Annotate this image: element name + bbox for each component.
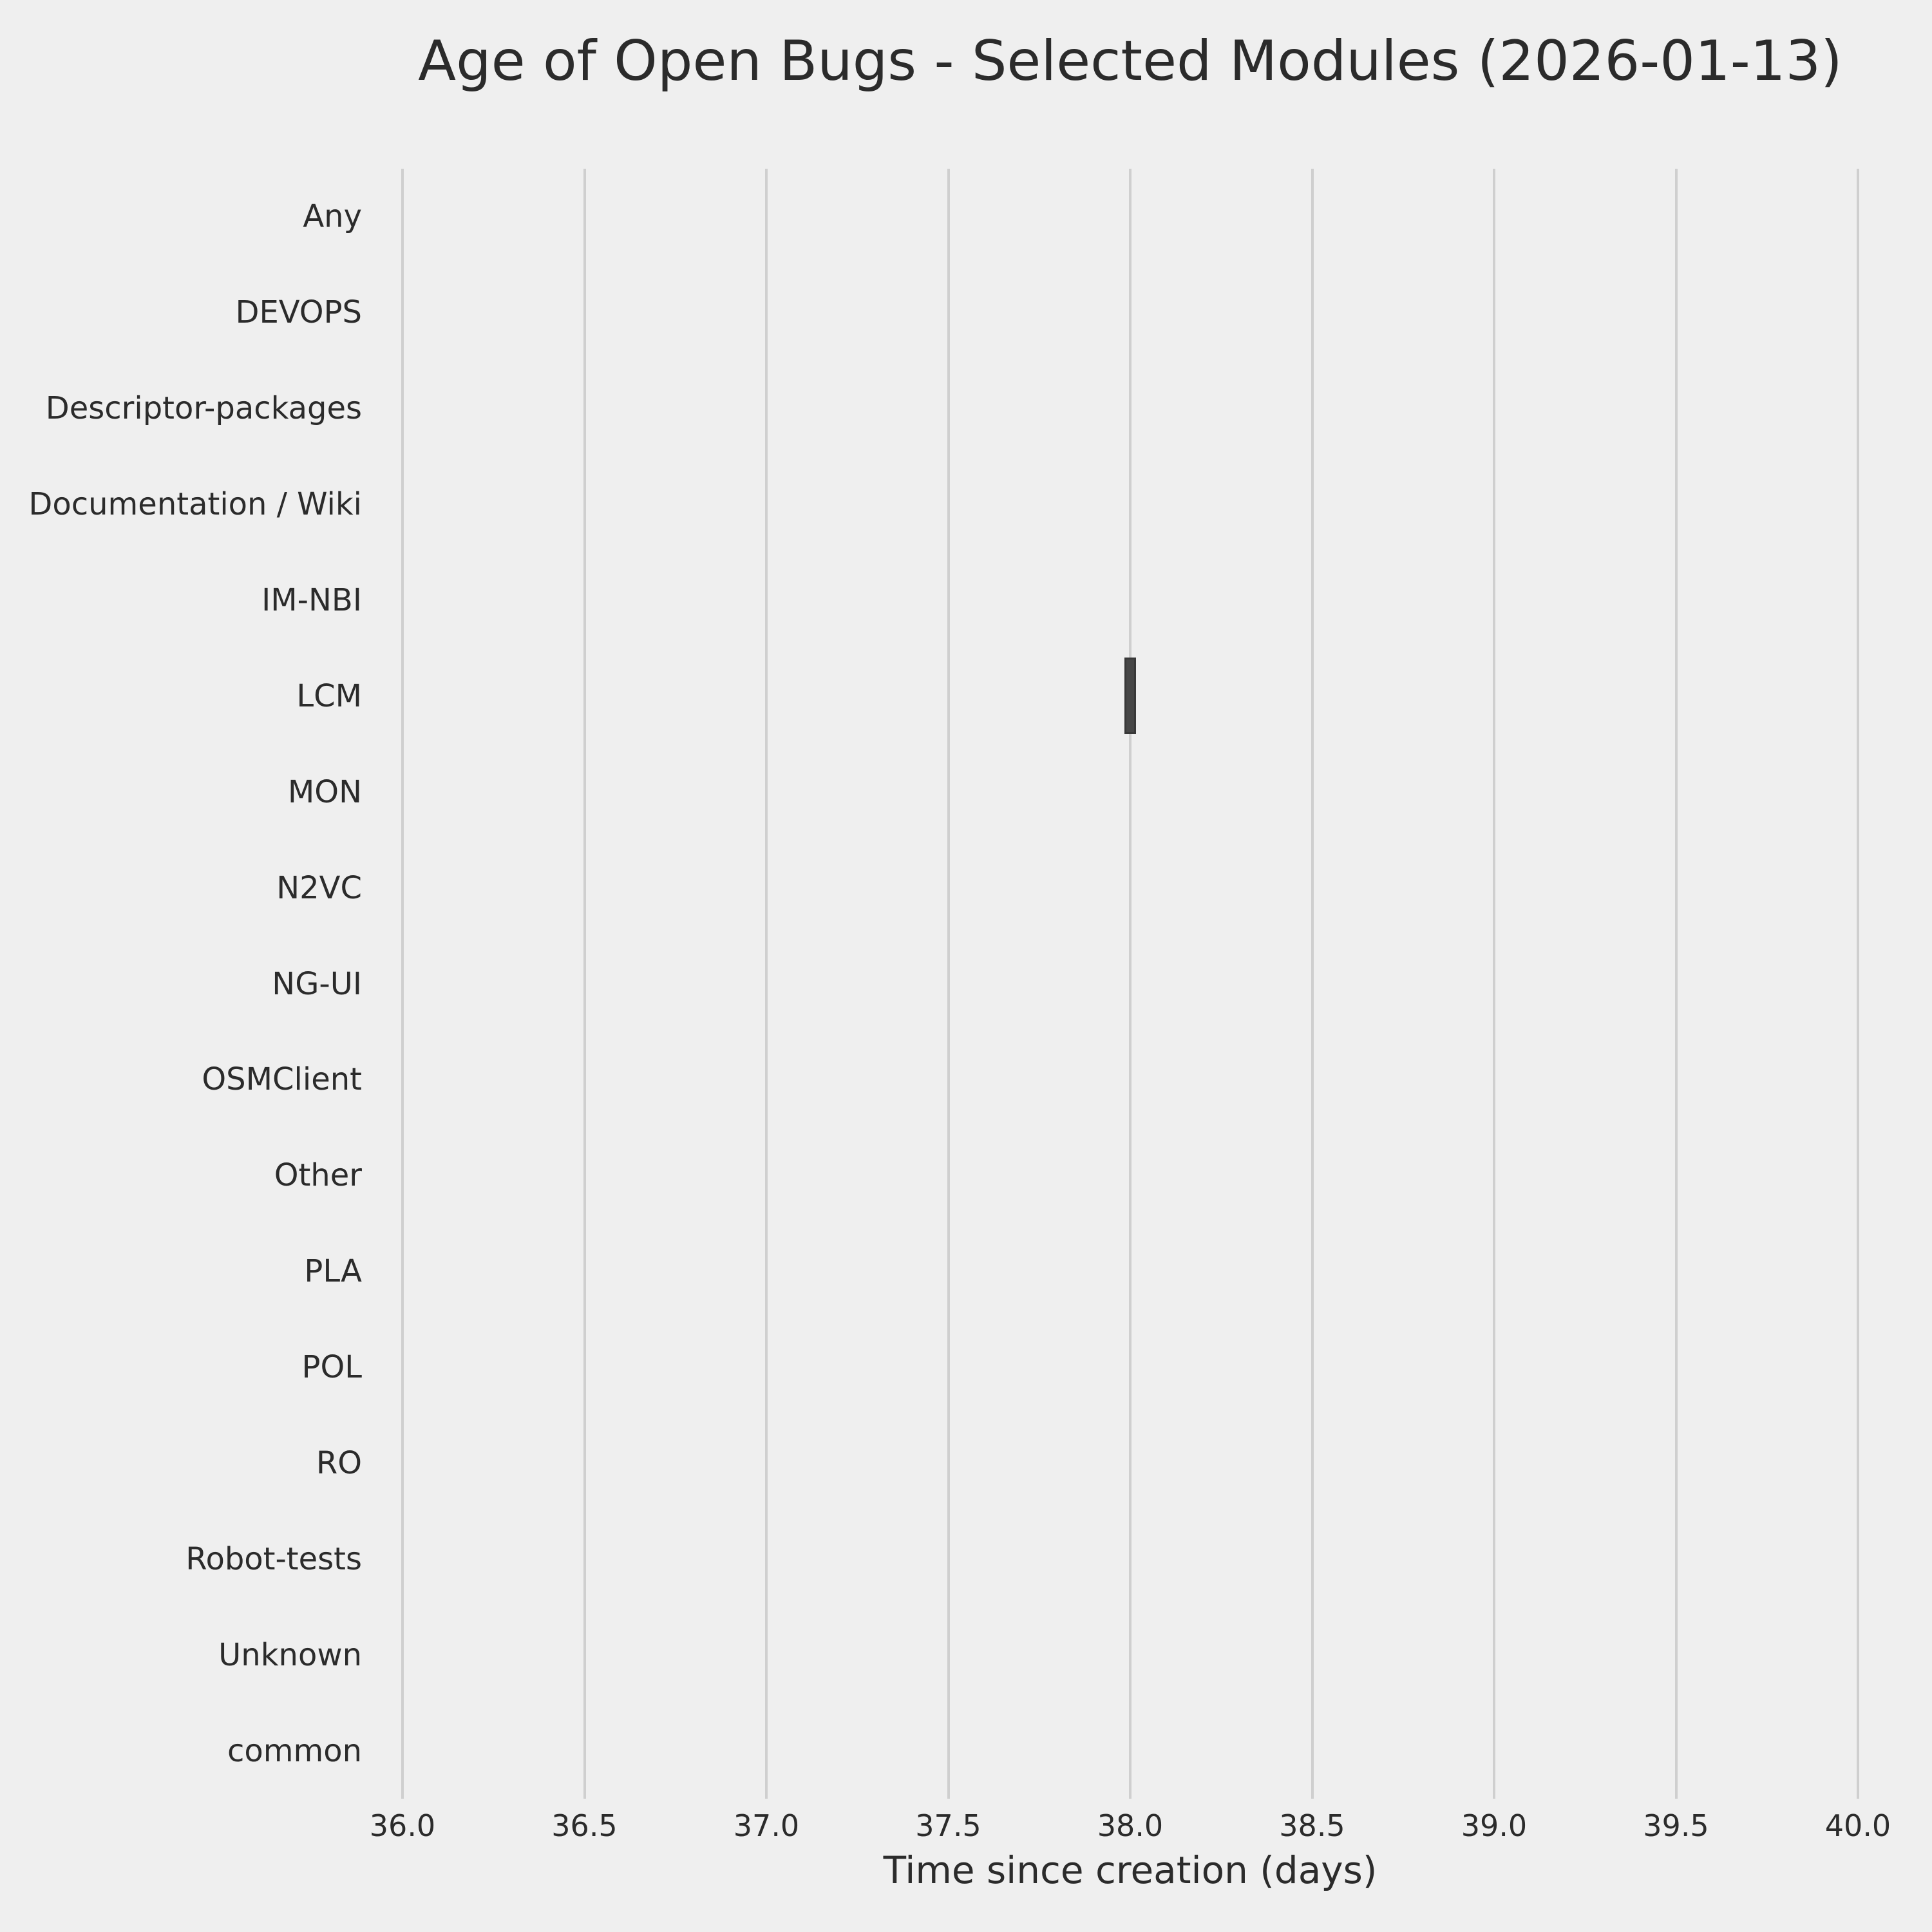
category-label: DEVOPS xyxy=(235,294,362,331)
category-label: Robot-tests xyxy=(185,1540,362,1577)
x-tick-label: 37.5 xyxy=(915,1808,981,1843)
x-tick-label: 38.5 xyxy=(1279,1808,1345,1843)
x-tick-label: 40.0 xyxy=(1824,1808,1891,1843)
x-tick-label: 36.0 xyxy=(369,1808,436,1843)
gridline xyxy=(1857,169,1859,1799)
category-label: Unknown xyxy=(218,1636,362,1673)
category-label: Any xyxy=(303,198,362,235)
x-tick-label: 37.0 xyxy=(733,1808,800,1843)
category-label: Documentation / Wiki xyxy=(28,486,362,523)
category-label: NG-UI xyxy=(272,965,362,1002)
category-label: N2VC xyxy=(276,869,362,906)
category-label: IM-NBI xyxy=(261,582,362,618)
gridline xyxy=(765,169,768,1799)
x-tick-label: 36.5 xyxy=(551,1808,618,1843)
gridline xyxy=(1311,169,1314,1799)
category-label: Other xyxy=(274,1157,362,1194)
gridline xyxy=(401,169,404,1799)
gridline xyxy=(1493,169,1495,1799)
gridline xyxy=(1674,169,1678,1799)
x-tick-label: 39.0 xyxy=(1461,1808,1528,1843)
category-label: MON xyxy=(287,773,362,810)
x-tick-label: 39.5 xyxy=(1643,1808,1709,1843)
chart-title: Age of Open Bugs - Selected Modules (202… xyxy=(418,29,1842,93)
category-label: Descriptor-packages xyxy=(45,390,362,427)
gridline xyxy=(583,169,586,1799)
category-label: RO xyxy=(316,1444,362,1481)
category-label: PLA xyxy=(304,1253,362,1290)
gridline xyxy=(1129,169,1132,1799)
box-mark xyxy=(1124,658,1136,735)
category-label: OSMClient xyxy=(202,1061,362,1098)
x-tick-label: 38.0 xyxy=(1097,1808,1164,1843)
x-axis-label: Time since creation (days) xyxy=(883,1848,1378,1892)
category-label: common xyxy=(227,1732,362,1769)
category-label: POL xyxy=(301,1349,362,1386)
category-label: LCM xyxy=(296,677,362,714)
plot-area xyxy=(330,169,1931,1799)
gridline xyxy=(947,169,950,1799)
